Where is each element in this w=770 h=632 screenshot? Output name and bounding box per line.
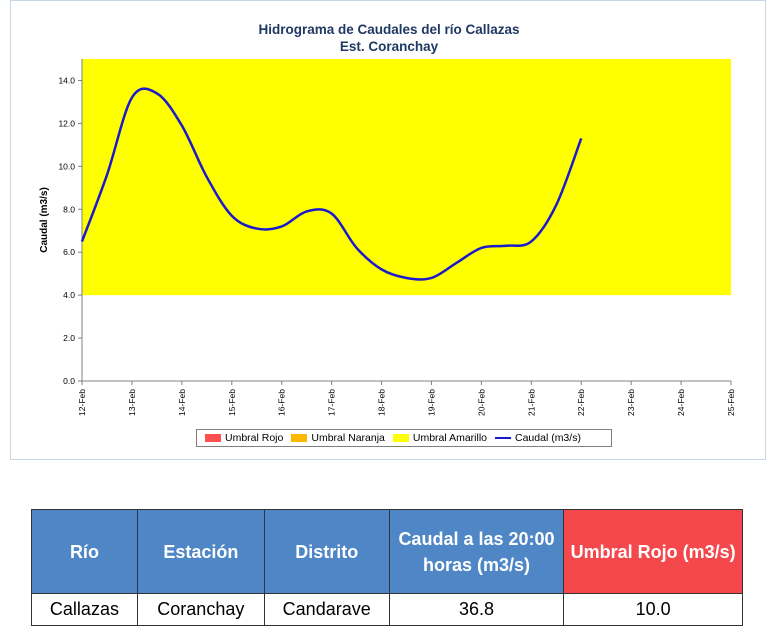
cell-distrito: Candarave <box>263 593 390 626</box>
x-tick-label: 23-Feb <box>626 389 636 416</box>
y-tick-label: 12.0 <box>58 118 75 128</box>
table-row: Callazas Coranchay Candarave 36.8 10.0 <box>31 593 743 626</box>
legend-swatch-rojo <box>205 434 221 442</box>
y-tick-label: 4.0 <box>63 290 75 300</box>
summary-table: Río Estación Distrito Caudal a las 20:00… <box>31 509 743 626</box>
y-tick-label: 2.0 <box>63 333 75 343</box>
x-tick-label: 13-Feb <box>127 389 137 416</box>
chart-title: Hidrograma de Caudales del río Callazas <box>258 22 520 37</box>
x-tick-label: 12-Feb <box>77 389 87 416</box>
y-tick-label: 0.0 <box>63 376 75 386</box>
y-axis-label: Caudal (m3/s) <box>39 187 50 253</box>
x-tick-label: 15-Feb <box>227 389 237 416</box>
table-header-row: Río Estación Distrito Caudal a las 20:00… <box>31 509 743 594</box>
cell-umbral-rojo: 10.0 <box>563 593 743 626</box>
legend-swatch-caudal <box>495 437 511 439</box>
legend-entry-caudal: Caudal (m3/s) <box>495 432 581 444</box>
series-line-caudal <box>80 87 583 281</box>
legend-label-rojo: Umbral Rojo <box>225 432 284 444</box>
y-tick-label: 8.0 <box>63 204 75 214</box>
cell-estacion: Coranchay <box>136 593 265 626</box>
x-tick-label: 21-Feb <box>526 389 536 416</box>
chart-subtitle: Est. Coranchay <box>339 39 439 54</box>
band-umbral-amarillo <box>82 59 731 296</box>
header-rio: Río <box>31 509 138 594</box>
header-caudal: Caudal a las 20:00 horas (m3/s) <box>388 509 565 594</box>
legend-label-naranja: Umbral Naranja <box>311 432 385 444</box>
cell-caudal: 36.8 <box>388 593 565 626</box>
cell-rio: Callazas <box>31 593 138 626</box>
legend-label-amarillo: Umbral Amarillo <box>412 432 487 444</box>
header-umbral-rojo: Umbral Rojo (m3/s) <box>563 509 743 594</box>
header-distrito: Distrito <box>263 509 390 594</box>
x-tick-label: 18-Feb <box>377 389 387 416</box>
legend-swatch-amarillo <box>392 434 409 442</box>
legend-swatch-naranja <box>291 434 308 442</box>
legend-entry-amarillo: Umbral Amarillo <box>392 432 487 444</box>
x-tick-label: 17-Feb <box>327 389 337 416</box>
legend-entry-rojo: Umbral Rojo <box>205 432 283 444</box>
x-tick-label: 25-Feb <box>726 389 736 416</box>
y-tick-label: 6.0 <box>63 247 75 257</box>
chart-frame: 0.0 2.0 4.0 6.0 8.0 10.0 12.0 14.0 Caudal (m3/s)… <box>10 0 766 460</box>
legend-label-caudal: Caudal (m3/s) <box>515 432 581 444</box>
x-tick-label: 14-Feb <box>177 389 187 416</box>
header-estacion: Estación <box>136 509 265 594</box>
chart-legend: Umbral Rojo Umbral Naranja Umbral Amaril… <box>196 429 612 447</box>
y-tick-label: 10.0 <box>58 161 75 171</box>
hydrograph-chart: 0.0 2.0 4.0 6.0 8.0 10.0 12.0 14.0 Caudal (m3/s)… <box>39 59 736 416</box>
legend-entry-naranja: Umbral Naranja <box>291 432 385 444</box>
x-tick-label: 20-Feb <box>476 389 486 416</box>
x-tick-label: 19-Feb <box>426 389 436 416</box>
x-tick-label: 24-Feb <box>676 389 686 416</box>
x-tick-label: 22-Feb <box>576 389 586 416</box>
y-tick-label: 14.0 <box>58 75 75 85</box>
x-tick-label: 16-Feb <box>277 389 287 416</box>
